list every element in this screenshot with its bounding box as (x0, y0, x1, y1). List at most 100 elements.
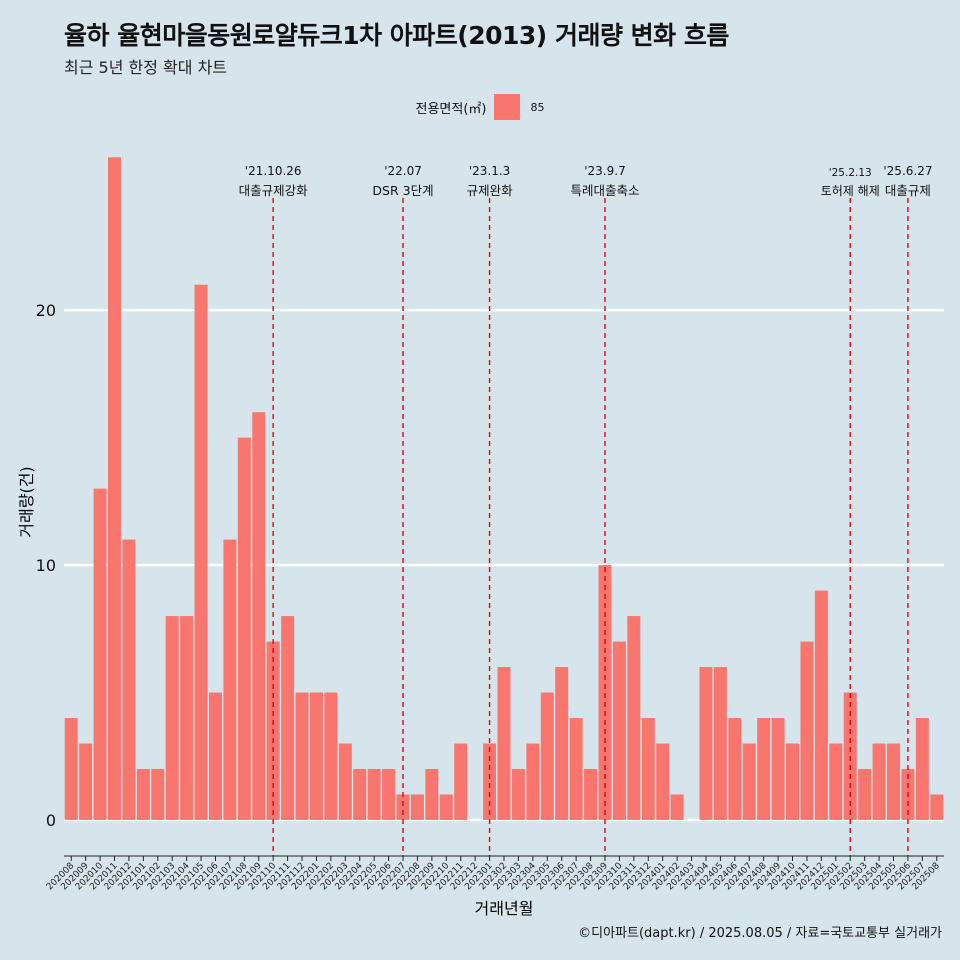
x-tick-label: 202406 (709, 861, 741, 893)
x-tick-label: 202303 (492, 861, 523, 892)
legend: 전용면적(㎡) 85 (0, 94, 960, 120)
bar-202401 (656, 743, 670, 820)
annotation-date: '22.07 (384, 164, 422, 178)
x-tick-label: 202212 (449, 861, 480, 892)
x-tick-label: 202312 (622, 861, 653, 892)
annotation-date: '21.10.26 (245, 164, 302, 178)
bar-202206 (382, 768, 396, 820)
x-tick-label: 202011 (88, 861, 119, 892)
x-tick-label: 202310 (593, 861, 625, 893)
bar-202306 (555, 667, 569, 820)
axes: 0102020200820200920201020201120201220210… (36, 301, 944, 892)
bar-202409 (771, 718, 785, 820)
x-tick-label: 202109 (233, 861, 265, 893)
bar-202506 (901, 768, 915, 820)
legend-swatch (494, 94, 521, 120)
x-tick-label: 202504 (853, 861, 885, 893)
x-tick-label: 202301 (463, 861, 494, 892)
x-tick-label: 202311 (608, 861, 639, 892)
bar-202009 (79, 743, 93, 820)
grid-lines (64, 309, 944, 822)
x-tick-label: 202508 (911, 861, 943, 893)
annotation-label: DSR 3단계 (372, 183, 433, 198)
x-tick-label: 202102 (132, 861, 163, 892)
chart-title: 율하 율현마을동원로얄듀크1차 아파트(2013) 거래량 변화 흐름 (64, 21, 729, 50)
bar-202501 (829, 743, 843, 820)
x-tick-label: 202505 (867, 861, 898, 892)
x-tick-label: 202204 (333, 861, 365, 893)
x-tick-label: 202305 (521, 861, 552, 892)
x-tick-label: 202210 (420, 861, 452, 893)
annotation-label: 규제완화 (467, 183, 514, 198)
bar-202210 (439, 794, 453, 820)
bar-202504 (872, 743, 886, 820)
x-tick-label: 202308 (564, 861, 596, 893)
x-tick-label: 202401 (636, 861, 667, 892)
bar-202010 (93, 488, 107, 820)
bar-202008 (64, 718, 78, 820)
bar-202503 (858, 768, 872, 820)
bars (64, 157, 944, 820)
bar-202404 (699, 667, 713, 820)
bar-202307 (569, 718, 583, 820)
bar-202112 (295, 692, 309, 820)
x-tick-label: 202506 (882, 861, 914, 893)
bar-202303 (511, 768, 525, 820)
x-tick-label: 202101 (117, 861, 148, 892)
bar-202102 (151, 768, 165, 820)
bar-202203 (338, 743, 352, 820)
x-tick-label: 202502 (824, 861, 855, 892)
annotations: '21.10.26 대출규제강화 '22.07 DSR 3단계 '23.1.3 규제완화 '… (239, 164, 932, 856)
bar-202308 (584, 768, 598, 820)
x-tick-label: 202010 (74, 861, 106, 893)
bar-202407 (742, 743, 756, 820)
legend-title: 전용면적(㎡) (415, 101, 487, 117)
x-tick-label: 202107 (204, 861, 235, 892)
annotation-date: '25.6.27 (883, 164, 932, 178)
bar-202108 (237, 437, 251, 820)
bar-202101 (136, 768, 150, 820)
bar-202502 (843, 692, 857, 820)
bar-202209 (425, 768, 439, 820)
x-tick-label: 202501 (810, 861, 841, 892)
bar-202507 (915, 718, 929, 820)
x-tick-label: 202209 (406, 861, 438, 893)
x-tick-label: 202410 (766, 861, 798, 893)
bar-202402 (670, 794, 684, 820)
x-tick-label: 202507 (896, 861, 927, 892)
x-tick-label: 202411 (781, 861, 812, 892)
bar-202304 (526, 743, 540, 820)
bar-202408 (757, 718, 771, 820)
bar-202012 (122, 539, 136, 820)
x-tick-label: 202409 (752, 861, 784, 893)
legend-entry-label: 85 (530, 100, 545, 114)
annotation-date: '25.2.13 (829, 167, 872, 179)
bar-202410 (786, 743, 800, 820)
bar-202309 (598, 565, 612, 820)
bar-202103 (165, 616, 179, 820)
x-tick-label: 202108 (218, 861, 250, 893)
x-tick-label: 202202 (305, 861, 336, 892)
x-tick-label: 202309 (579, 861, 611, 893)
bar-202305 (540, 692, 554, 820)
bar-202505 (887, 743, 900, 820)
bar-202011 (108, 157, 121, 820)
y-axis-label: 거래량(건) (17, 466, 36, 537)
x-tick-label: 202201 (290, 861, 321, 892)
bar-202411 (800, 641, 814, 820)
x-tick-label: 202407 (723, 861, 754, 892)
y-tick-label: 10 (36, 556, 56, 575)
y-tick-label: 0 (46, 811, 56, 830)
x-tick-label: 202104 (160, 861, 192, 893)
bar-202202 (324, 692, 338, 820)
bar-202201 (309, 692, 323, 820)
bar-202310 (612, 641, 626, 820)
x-tick-label: 202405 (694, 861, 725, 892)
x-tick-label: 202207 (377, 861, 408, 892)
x-tick-label: 202302 (478, 861, 509, 892)
bar-202204 (353, 768, 367, 820)
bar-202311 (627, 616, 641, 820)
x-axis-label: 거래년월 (475, 899, 534, 918)
x-tick-label: 202304 (507, 861, 539, 893)
